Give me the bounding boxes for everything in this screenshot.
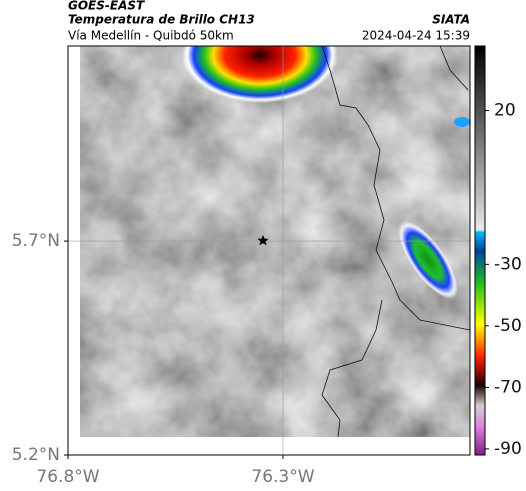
colorbar [474,45,486,456]
satellite-image [80,46,470,437]
source: SIATA [432,13,470,27]
storm-cell [182,46,338,103]
map-frame [67,45,471,456]
y-tick-label: 5.2°N [12,445,60,465]
colorbar-tick-label: -70 [494,377,522,397]
colorbar-tick-label: 20 [494,101,516,121]
title: GOES-EAST [68,0,145,13]
colorbar-tick-label: -30 [494,254,522,274]
y-tick-label: 5.7°N [12,231,60,251]
border [439,46,469,91]
datetime: 2024-04-24 15:39 [362,29,470,43]
border [321,46,470,331]
x-tick-label: 76.8°W [36,467,99,487]
subtitle: Temperatura de Brillo CH13 [68,13,255,27]
border [321,299,383,437]
route: Vía Medellín - Quibdó 50km [68,29,234,43]
x-tick-label: 76.3°W [251,467,314,487]
storm-cell [454,117,470,127]
storm-cell [398,221,458,299]
colorbar-tick-label: -50 [494,316,522,336]
colorbar-tick-label: -90 [494,439,522,459]
city-marker [257,235,269,246]
